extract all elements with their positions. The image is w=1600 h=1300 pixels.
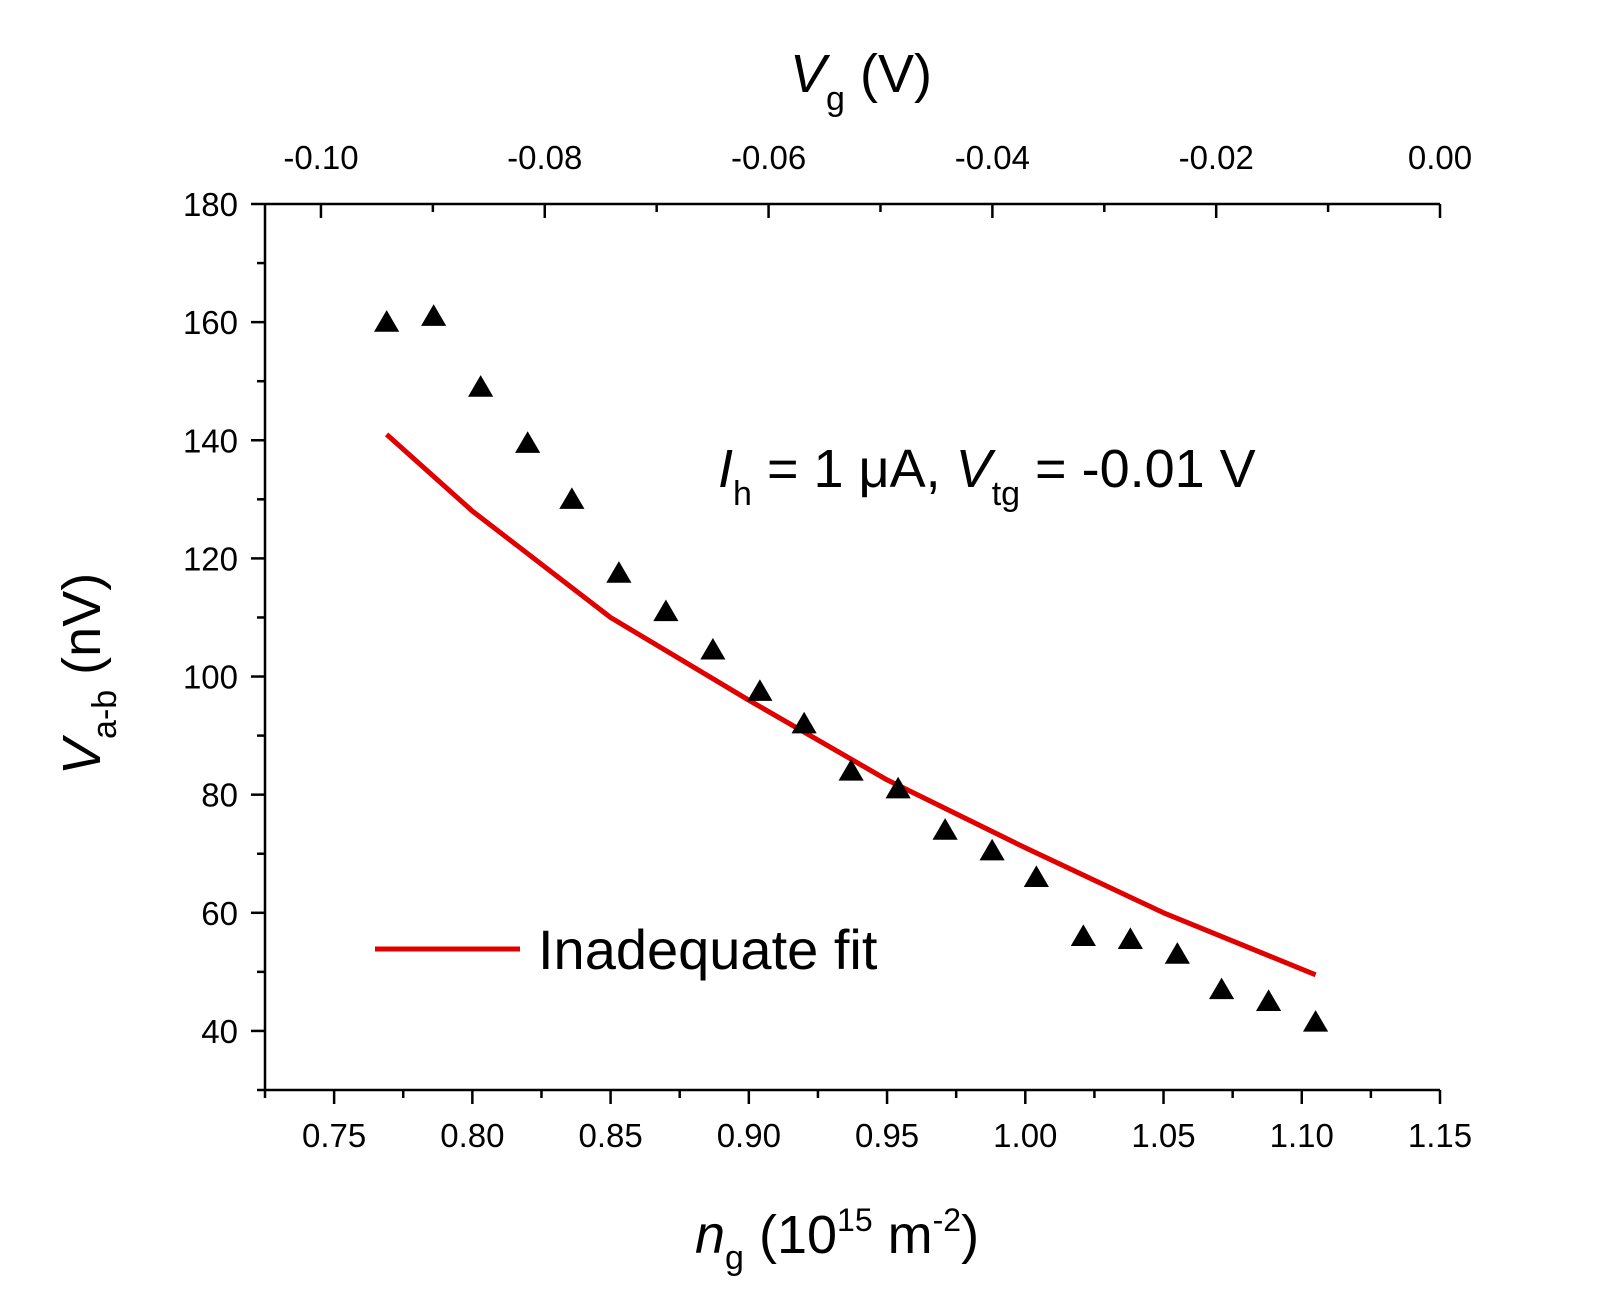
- data-point: [979, 838, 1005, 861]
- fit-line: [384, 432, 1317, 978]
- x-top-tick-label: -0.04: [955, 139, 1030, 176]
- annotation-group: Ih = 1 μA, Vtg = -0.01 V: [718, 439, 1256, 513]
- data-point: [515, 431, 541, 453]
- legend-label: Inadequate fit: [538, 918, 878, 981]
- data-point: [559, 487, 585, 509]
- y-left-tick-label: 100: [183, 659, 238, 696]
- condition-annotation: Ih = 1 μA, Vtg = -0.01 V: [718, 439, 1256, 513]
- x-bottom-tick-label: 1.00: [993, 1117, 1057, 1154]
- x-bottom-tick-label: 0.80: [440, 1117, 504, 1154]
- x-bottom-tick-label: 1.10: [1270, 1117, 1334, 1154]
- x-bottom-axis-title: ng (1015 m-2): [695, 1202, 979, 1277]
- data-point: [1208, 977, 1235, 1000]
- y-left-tick-label: 160: [183, 304, 238, 341]
- x-bottom-tick-label: 0.85: [578, 1117, 642, 1154]
- data-point: [374, 310, 400, 332]
- data-point: [885, 776, 911, 799]
- x-top-tick-label: 0.00: [1408, 139, 1472, 176]
- x-top-axis-title: Vg (V): [790, 44, 932, 118]
- x-bottom-tick-label: 0.75: [302, 1117, 366, 1154]
- data-point: [700, 637, 726, 660]
- data-point: [468, 375, 494, 397]
- data-point: [606, 561, 632, 583]
- data-point: [932, 818, 958, 840]
- y-left-axis-title: Va-b (nV): [52, 573, 124, 775]
- data-point: [1117, 927, 1143, 949]
- data-point: [421, 304, 447, 326]
- x-top-tick-label: -0.08: [507, 139, 582, 176]
- y-left-tick-label: 80: [201, 777, 238, 814]
- x-bottom-tick-label: 1.05: [1131, 1117, 1195, 1154]
- y-left-tick-label: 180: [183, 186, 238, 223]
- data-point: [838, 759, 864, 781]
- y-left-tick-label: 120: [183, 540, 238, 577]
- x-bottom-tick-label: 1.15: [1408, 1117, 1472, 1154]
- y-left-tick-label: 60: [201, 895, 238, 932]
- legend: Inadequate fit: [375, 918, 878, 981]
- data-point: [1164, 942, 1190, 964]
- x-bottom-tick-label: 0.95: [855, 1117, 919, 1154]
- data-point: [1023, 865, 1049, 887]
- y-left-tick-label: 140: [183, 422, 238, 459]
- data-point: [1070, 924, 1096, 947]
- fit-series: [384, 432, 1317, 978]
- data-point: [653, 599, 679, 622]
- data-point: [1302, 1010, 1329, 1032]
- x-top-tick-label: -0.02: [1179, 139, 1254, 176]
- data-point: [1255, 989, 1282, 1011]
- x-top-tick-label: -0.06: [731, 139, 806, 176]
- data-point: [791, 711, 817, 734]
- data-series: [374, 304, 1329, 1032]
- x-bottom-tick-label: 0.90: [717, 1117, 781, 1154]
- x-top-tick-label: -0.10: [283, 139, 358, 176]
- axes: 0.75 0.80 0.85 0.90 0.95 1.00 1.05 1.10 1.15 -0.1…: [52, 44, 1472, 1277]
- y-left-tick-label: 40: [201, 1013, 238, 1050]
- data-point: [747, 679, 773, 701]
